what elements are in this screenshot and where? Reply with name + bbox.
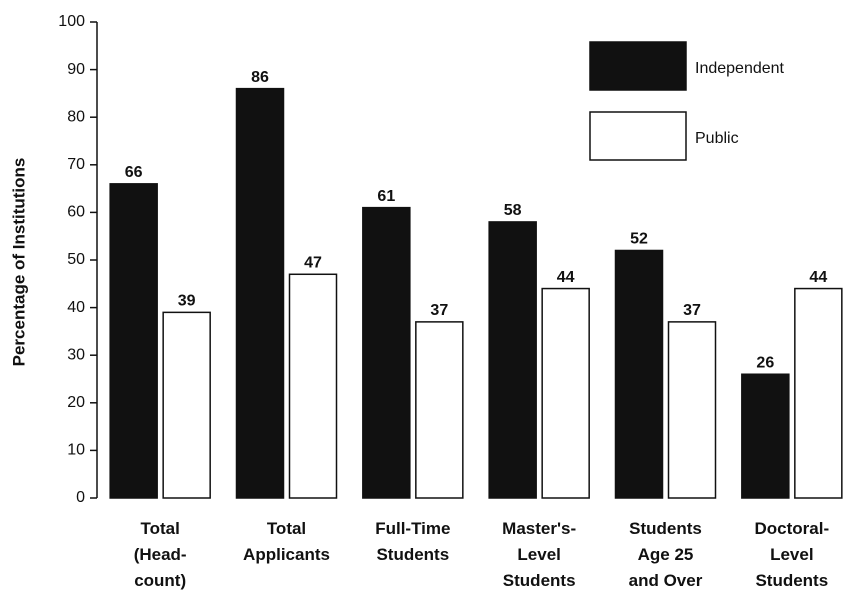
data-label: 47 <box>304 254 322 271</box>
y-tick-label: 80 <box>67 108 85 125</box>
data-label: 86 <box>251 69 269 86</box>
x-tick-label-line: Total <box>140 519 179 538</box>
legend-swatch <box>589 41 687 91</box>
y-tick-label: 10 <box>67 442 85 459</box>
y-tick-label: 90 <box>67 61 85 78</box>
bar <box>162 311 211 499</box>
data-label: 52 <box>630 231 648 248</box>
x-tick-label: Total (Head-count) <box>134 519 187 590</box>
bar <box>741 373 790 499</box>
data-label: 44 <box>557 269 575 286</box>
y-tick-label: 40 <box>67 299 85 316</box>
data-label: 44 <box>809 269 827 286</box>
x-tick-label-line: count) <box>134 571 186 590</box>
bar <box>415 321 464 499</box>
x-tick-label-line: (Head- <box>134 545 187 564</box>
bar <box>541 287 590 499</box>
x-tick-label: Students Age 25 and Over <box>629 519 703 590</box>
y-tick-label: 60 <box>67 204 85 221</box>
x-tick-label-line: Students <box>376 545 449 564</box>
bar <box>235 87 285 499</box>
x-tick-label-line: Age 25 <box>638 545 694 564</box>
y-tick-label: 30 <box>67 346 85 363</box>
bar <box>109 183 158 499</box>
x-tick-label-line: Students <box>755 571 828 590</box>
x-tick-label-line: Full-Time <box>375 519 450 538</box>
x-tick-label: Total Applicants <box>243 519 330 564</box>
bar <box>667 321 717 499</box>
data-label: 37 <box>683 302 701 319</box>
x-tick-label-line: Total <box>267 519 306 538</box>
data-label: 37 <box>430 302 448 319</box>
legend-label: Independent <box>695 60 785 77</box>
x-tick-label-line: and Over <box>629 571 703 590</box>
data-label: 66 <box>125 164 143 181</box>
data-label: 26 <box>756 354 774 371</box>
x-tick-label-line: Master's- <box>502 519 576 538</box>
y-tick-label: 70 <box>67 156 85 173</box>
bar <box>614 249 664 499</box>
x-tick-label-line: Students <box>629 519 702 538</box>
data-label: 58 <box>504 202 522 219</box>
x-tick-label-line: Level <box>517 545 560 564</box>
x-tick-label-line: Doctoral- <box>755 519 830 538</box>
data-label: 61 <box>377 188 395 205</box>
x-tick-label-line: Level <box>770 545 813 564</box>
x-tick-label-line: Students <box>503 571 576 590</box>
y-tick-label: 0 <box>76 489 85 506</box>
bar <box>488 221 537 499</box>
bar <box>362 206 411 499</box>
bar <box>794 287 843 499</box>
y-tick-label: 100 <box>58 13 85 30</box>
x-tick-label: Master's- Level Students <box>502 519 576 590</box>
y-tick-label: 50 <box>67 251 85 268</box>
x-tick-label-line: Applicants <box>243 545 330 564</box>
x-tick-label: Doctoral- Level Students <box>755 519 830 590</box>
y-axis-title: Percentage of Institutions <box>9 158 28 367</box>
data-label: 39 <box>178 293 196 310</box>
legend-label: Public <box>695 130 739 147</box>
x-tick-label: Full-Time Students <box>375 519 450 564</box>
y-tick-label: 20 <box>67 394 85 411</box>
bar <box>288 273 338 499</box>
legend-swatch <box>589 111 687 161</box>
